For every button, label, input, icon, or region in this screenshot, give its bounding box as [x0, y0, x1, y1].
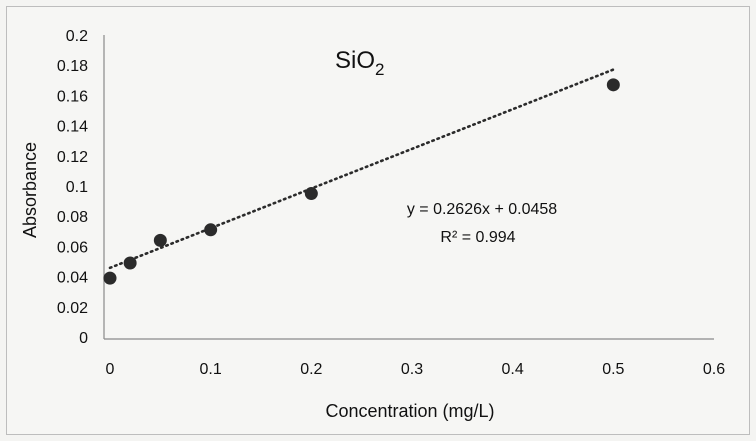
data-point [123, 256, 137, 270]
data-points [103, 78, 620, 285]
y-tick-label: 0.2 [66, 28, 88, 45]
data-point [103, 271, 117, 285]
x-tick-label: 0 [106, 361, 115, 378]
trendline [108, 68, 615, 270]
trendline-group [108, 68, 615, 270]
y-tick-label: 0.04 [57, 270, 88, 287]
chart-frame [6, 6, 750, 435]
y-tick-label: 0.02 [57, 300, 88, 317]
data-point [204, 223, 218, 237]
x-tick-label: 0.1 [200, 361, 222, 378]
trendline-equation: y = 0.2626x + 0.0458 [407, 201, 557, 218]
y-tick-label: 0.06 [57, 239, 88, 256]
chart-title: SiO2 [335, 47, 384, 79]
y-tick-label: 0.08 [57, 209, 88, 226]
x-axis: 0 0.1 0.2 0.3 0.4 0.5 0.6 [104, 338, 725, 378]
y-axis-title: Absorbance [20, 142, 40, 238]
x-tick-label: 0.2 [300, 361, 322, 378]
y-tick-label: 0.1 [66, 179, 88, 196]
data-point [304, 187, 318, 201]
x-tick-label: 0.3 [401, 361, 423, 378]
y-tick-label: 0.16 [57, 88, 88, 105]
y-tick-label: 0.14 [57, 119, 88, 136]
y-tick-label: 0.12 [57, 149, 88, 166]
data-point [153, 233, 167, 247]
trendline-r-squared: R² = 0.994 [440, 229, 515, 246]
x-tick-label: 0.6 [703, 361, 725, 378]
x-tick-label: 0.4 [502, 361, 524, 378]
x-tick-label: 0.5 [602, 361, 624, 378]
y-tick-label: 0 [79, 330, 88, 347]
data-point [606, 78, 620, 92]
x-axis-title: Concentration (mg/L) [325, 401, 494, 421]
y-tick-label: 0.18 [57, 58, 88, 75]
y-axis: 0 0.02 0.04 0.06 0.08 0.1 0.12 0.14 0.16 0.18 0.2 [57, 28, 105, 347]
